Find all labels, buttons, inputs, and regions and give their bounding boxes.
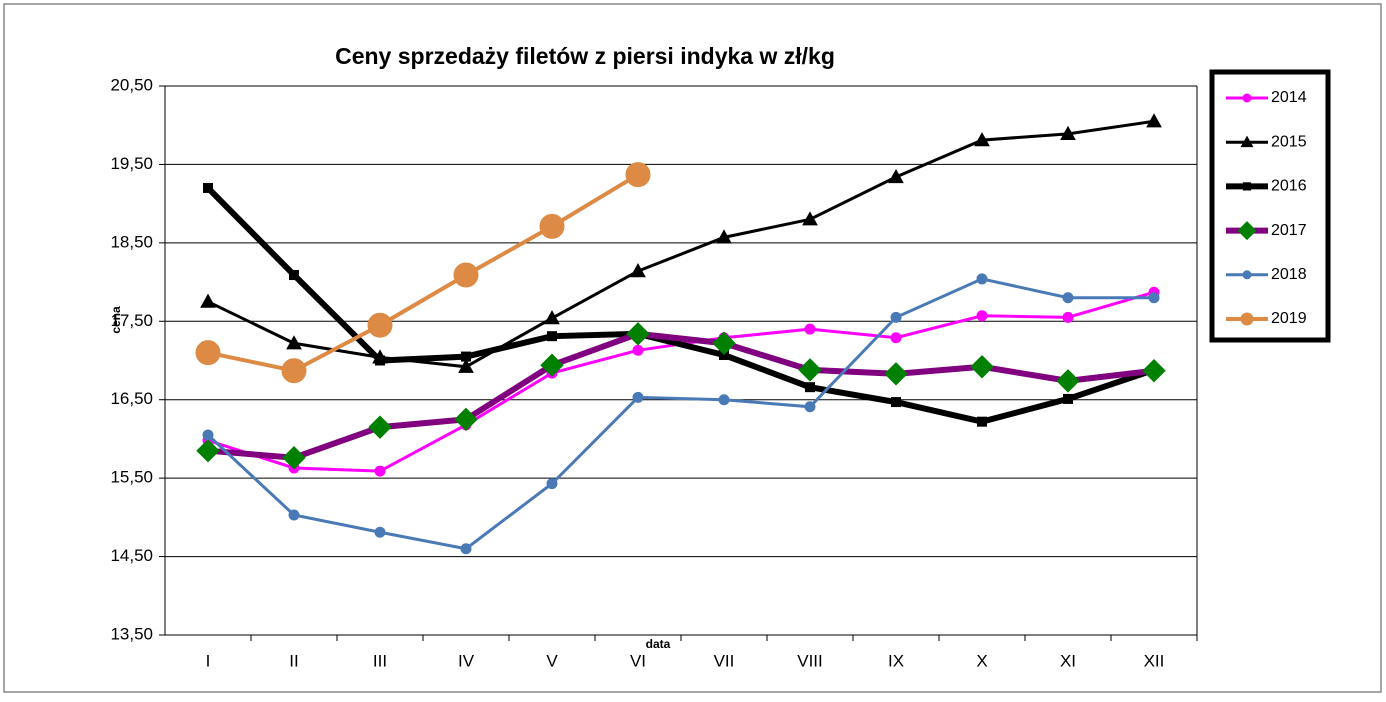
data-point	[196, 438, 220, 463]
data-point	[374, 526, 386, 538]
data-point	[976, 310, 988, 322]
y-tick-label: 15,50	[110, 468, 153, 487]
series-line	[207, 119, 1155, 369]
data-point	[805, 382, 815, 393]
x-tick-label: IX	[888, 651, 904, 670]
legend-box	[1209, 69, 1331, 343]
chart-title: Ceny sprzedaży filetów z piersi indyka w…	[335, 43, 835, 69]
x-tick-label: IV	[458, 651, 475, 670]
data-point	[626, 322, 650, 346]
data-point	[200, 293, 216, 308]
y-tick-label: 18,50	[110, 232, 153, 251]
legend-marker	[1240, 312, 1254, 326]
x-tick-label: V	[546, 651, 558, 670]
data-point	[547, 331, 557, 342]
series-line	[206, 277, 1154, 551]
x-axis-label: data	[646, 637, 671, 651]
data-point	[203, 182, 213, 193]
data-point	[288, 509, 300, 521]
x-tick-label: VIII	[797, 651, 823, 670]
data-point	[884, 362, 908, 386]
y-tick-label: 20,50	[110, 75, 153, 94]
data-point	[195, 340, 221, 366]
data-point	[630, 263, 646, 278]
data-point	[804, 323, 816, 335]
y-tick-label: 16,50	[110, 389, 153, 408]
data-point	[1062, 292, 1074, 304]
data-point	[202, 429, 214, 441]
series-line	[205, 185, 1155, 425]
legend-marker	[1242, 270, 1252, 280]
data-point	[289, 270, 299, 281]
legend-marker	[1237, 221, 1257, 241]
data-point	[1056, 369, 1080, 393]
legend-label: 2019	[1271, 310, 1307, 327]
data-point	[632, 391, 644, 403]
y-tick-label: 19,50	[110, 154, 153, 173]
data-point	[374, 465, 386, 477]
data-point	[367, 312, 393, 338]
data-point	[718, 394, 730, 406]
legend-marker	[1242, 93, 1252, 103]
data-point	[890, 311, 902, 323]
data-point	[970, 355, 994, 379]
legend-label: 2014	[1271, 89, 1307, 106]
x-tick-label: III	[373, 651, 387, 670]
data-point	[1063, 393, 1073, 404]
legend-marker	[1242, 182, 1252, 191]
data-point	[539, 213, 565, 239]
y-tick-label: 17,50	[110, 311, 153, 330]
y-tick-label: 14,50	[110, 546, 153, 565]
data-point	[716, 229, 732, 244]
legend-label: 2016	[1271, 178, 1307, 195]
data-point	[461, 351, 471, 362]
data-point	[454, 407, 478, 432]
data-point	[804, 401, 816, 413]
data-point	[974, 132, 990, 147]
data-point	[625, 162, 651, 188]
data-point	[891, 397, 901, 408]
y-tick-label: 13,50	[110, 624, 153, 643]
data-point	[540, 353, 564, 377]
data-point	[1060, 125, 1076, 140]
data-point	[712, 331, 736, 355]
data-point	[1142, 358, 1166, 383]
legend-label: 2017	[1271, 222, 1307, 239]
data-point	[888, 168, 904, 184]
x-tick-label: XII	[1144, 651, 1165, 670]
data-point	[460, 543, 472, 555]
legend-label: 2015	[1271, 133, 1307, 150]
data-point	[458, 358, 474, 373]
data-point	[544, 310, 560, 325]
data-point	[1148, 292, 1160, 304]
x-tick-label: VI	[630, 651, 646, 670]
x-tick-label: X	[976, 651, 987, 670]
data-point	[281, 358, 307, 384]
data-point	[802, 211, 818, 226]
data-point	[1146, 113, 1162, 128]
y-axis-label: cena	[109, 306, 123, 334]
data-point	[368, 415, 392, 439]
data-point	[977, 416, 987, 427]
data-point	[890, 332, 902, 344]
data-point	[1062, 311, 1074, 323]
legend-marker	[1240, 135, 1254, 148]
series-line	[207, 172, 640, 373]
series-line	[207, 330, 1155, 461]
data-point	[546, 478, 558, 490]
x-tick-label: II	[289, 651, 298, 670]
data-point	[798, 358, 822, 382]
x-tick-label: VII	[714, 651, 735, 670]
x-tick-label: XI	[1060, 651, 1076, 670]
data-point	[453, 262, 479, 288]
legend-label: 2018	[1271, 266, 1307, 283]
data-point	[632, 344, 644, 356]
data-point	[286, 335, 302, 350]
data-point	[282, 446, 306, 470]
data-point	[375, 355, 385, 366]
x-tick-label: I	[206, 651, 211, 670]
data-point	[976, 273, 988, 285]
